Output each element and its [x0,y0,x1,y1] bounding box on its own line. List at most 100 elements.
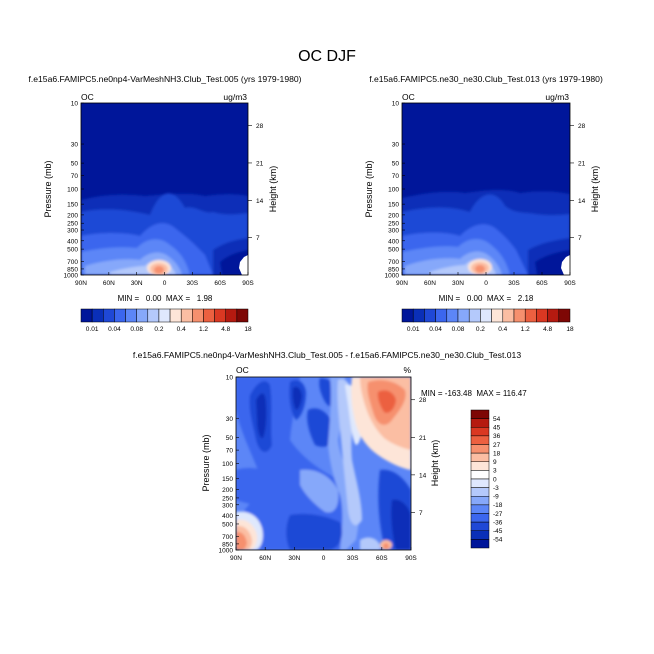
contour-band [300,469,339,513]
colorbar-swatch [192,308,204,323]
y2-tick-label: 7 [256,235,260,242]
colorbar-swatch [169,308,182,323]
colorbar-label: 0.04 [429,326,442,333]
x-tick-label: 60S [214,280,226,287]
panel-left-variable: OC [81,92,94,102]
colorbar-swatch [470,478,490,488]
colorbar-swatch [470,418,490,428]
colorbar-swatch [80,308,93,323]
y-tick-label: 50 [226,435,234,442]
x-tick-label: 90S [564,280,576,287]
y-tick-label: 1000 [64,273,79,280]
figure-title: OC DJF [298,48,356,65]
colorbar-swatch [158,308,171,323]
x-tick-label: 30N [131,280,143,287]
colorbar-swatch [236,308,249,323]
y2-axis-label: Height (km) [268,166,278,213]
colorbar-label: 1.2 [521,326,530,333]
y2-tick-label: 21 [419,435,427,442]
colorbar-swatch [470,539,490,549]
colorbar-left: 0.01 0.04 0.08 0.2 0.4 1.2 4.8 18 [80,308,252,333]
y2-tick-label: 7 [419,510,423,517]
colorbar-label: 3 [493,468,497,475]
colorbar-swatch [401,308,414,323]
y2-tick-label: 28 [419,397,427,404]
colorbar-label: 0.04 [108,326,121,333]
y-tick-label: 70 [71,173,79,180]
y2-tick-label: 21 [578,160,586,167]
y-tick-label: 50 [392,161,400,168]
colorbar-label: 18 [493,450,501,457]
panel-right-field [402,103,570,275]
colorbar-swatch [114,308,126,323]
panel-difference-variable: OC [236,365,249,375]
colorbar-swatch [136,308,149,323]
colorbar-swatch [513,308,526,323]
contour-band [292,386,302,410]
colorbar-label: 18 [566,326,574,333]
y-axis-label: Pressure (mb) [43,160,53,217]
y-tick-label: 150 [67,202,78,209]
colorbar-label: 36 [493,433,501,440]
contour-band [360,537,380,550]
y-tick-label: 30 [71,142,79,149]
contour-band [391,499,411,550]
x-tick-label: 60N [259,555,271,562]
y-tick-label: 300 [222,502,233,509]
colorbar-swatch [491,308,504,323]
stats-label: MIN = 0.00 MAX = 1.98 [118,294,213,303]
contour-band [154,266,164,274]
contour-band [535,250,570,275]
colorbar-swatch [547,308,560,323]
colorbar-label: 4.8 [543,326,552,333]
x-tick-label: 0 [484,280,488,287]
y-tick-label: 30 [226,416,234,423]
panel-difference-title: f.e15a6.FAMIPC5.ne0np4-VarMeshNH3.Club_T… [133,350,521,360]
colorbar-label: -9 [493,494,499,501]
x-tick-label: 90S [242,280,254,287]
colorbar-label: 18 [244,326,252,333]
colorbar-label: 0.08 [130,326,143,333]
colorbar-label: 4.8 [221,326,230,333]
colorbar-swatch [225,308,238,323]
y-tick-label: 250 [67,221,78,228]
colorbar-swatch [470,470,490,480]
colorbar-swatch [91,308,104,323]
contour-band [256,393,267,439]
y-tick-label: 100 [388,187,399,194]
x-axis: 90N 60N 30N 0 30S 60S 90S [230,547,417,562]
y-tick-label: 700 [67,259,78,266]
y-tick-label: 150 [388,202,399,209]
x-tick-label: 60S [376,555,388,562]
colorbar-swatch [424,308,436,323]
contour-band [236,467,298,507]
contour-band [307,408,336,447]
y-tick-label: 200 [67,212,78,219]
y-tick-label: 500 [388,247,399,254]
colorbar-right: 0.01 0.04 0.08 0.2 0.4 1.2 4.8 18 [401,308,574,333]
colorbar-swatch [480,308,492,323]
y2-tick-label: 21 [256,160,264,167]
colorbar-swatch [470,435,490,445]
colorbar-label: 0.2 [154,326,163,333]
colorbar-label: 9 [493,459,497,466]
colorbar-swatch [470,409,490,419]
colorbar-swatch [470,444,490,454]
colorbar-swatch [435,308,448,323]
colorbar-swatch [446,308,459,323]
stats-label: MIN = -163.48 MAX = 116.47 [421,389,527,398]
y-tick-label: 850 [388,266,399,273]
y-tick-label: 100 [67,187,78,194]
y-tick-label: 400 [67,238,78,245]
colorbar-label: -45 [493,528,503,535]
colorbar-label: 0.01 [86,326,99,333]
y2-axis-right: 28 21 14 7 [248,123,264,242]
panel-left-field [81,103,248,275]
y-tick-label: 500 [222,521,233,528]
y-tick-label: 70 [392,173,400,180]
y2-tick-label: 28 [578,123,586,130]
colorbar-label: 54 [493,416,501,423]
y2-axis-label: Height (km) [430,440,440,487]
x-tick-label: 90N [230,555,242,562]
